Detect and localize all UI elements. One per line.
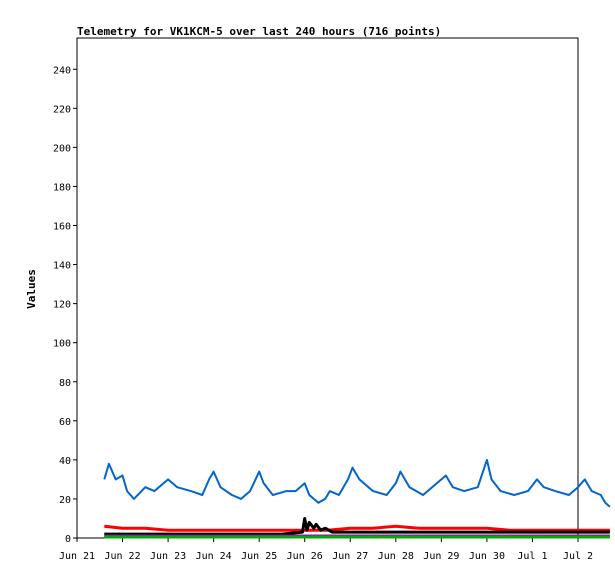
plot-area (76, 37, 579, 539)
y-tick-label: 80 (59, 378, 71, 389)
series-line-2 (104, 524, 610, 532)
chart-title: Telemetry for VK1KCM-5 over last 240 hou… (77, 25, 441, 38)
series-line-3 (104, 517, 610, 536)
y-tick-label: 60 (59, 417, 71, 428)
y-tick-label: 140 (53, 261, 71, 272)
y-tick-label: 160 (53, 222, 71, 233)
series-layer (103, 458, 611, 539)
x-tick-label: Jun 30 (469, 551, 505, 562)
x-tick-label: Jun 29 (423, 551, 459, 562)
x-tick-label: Jun 22 (104, 551, 140, 562)
y-tick-label: 20 (59, 495, 71, 506)
y-tick-label: 100 (53, 339, 71, 350)
y-axis: 0 20 40 60 80 100 120 140 160 180 200 220 240 (53, 65, 77, 545)
y-tick-label: 120 (53, 300, 71, 311)
x-tick-label: Jun 27 (332, 551, 368, 562)
y-tick-label: 200 (53, 143, 71, 154)
y-tick-label: 220 (53, 104, 71, 115)
x-axis: Jun 21 Jun 22 Jun 23 Jun 24 Jun 25 Jun 26 Jun … (59, 538, 593, 562)
x-tick-label: Jul 1 (517, 551, 547, 562)
x-tick-label: Jun 28 (378, 551, 414, 562)
x-tick-label: Jul 2 (563, 551, 593, 562)
x-tick-label: Jun 25 (241, 551, 277, 562)
series-line-1 (103, 458, 611, 508)
y-axis-label: Values (25, 269, 38, 309)
y-tick-label: 40 (59, 456, 71, 467)
x-tick-label: Jun 23 (150, 551, 186, 562)
x-tick-label: Jun 24 (196, 551, 232, 562)
y-tick-label: 0 (65, 534, 71, 545)
y-tick-label: 240 (53, 65, 71, 76)
x-tick-label: Jun 21 (59, 551, 95, 562)
x-tick-label: Jun 26 (287, 551, 323, 562)
y-tick-label: 180 (53, 182, 71, 193)
